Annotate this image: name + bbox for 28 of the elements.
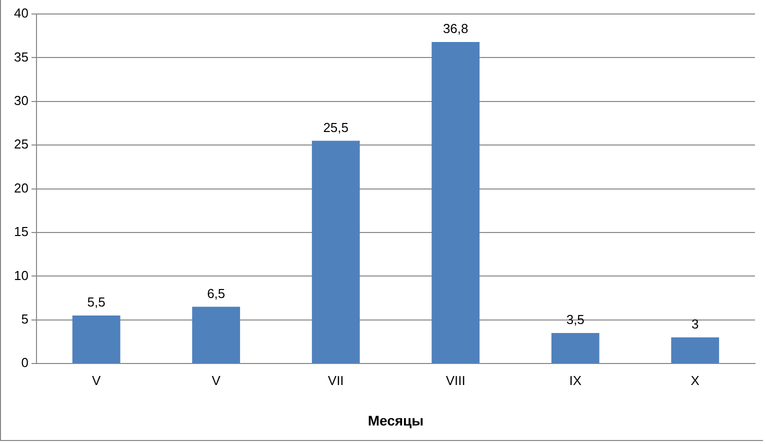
bar (72, 316, 120, 364)
x-axis-title: Месяцы (368, 412, 424, 428)
x-tick-label: X (690, 372, 700, 388)
y-tick-label: 0 (21, 355, 28, 370)
y-tick-label: 35 (14, 49, 28, 64)
x-tick-label: VII (328, 372, 344, 388)
y-tick-label: 15 (14, 224, 28, 240)
data-label: 5,5 (87, 294, 106, 310)
y-tick-label: 40 (14, 6, 28, 21)
y-tick-label: 25 (14, 136, 28, 152)
y-tick-label: 20 (14, 180, 28, 196)
x-tick-label: V (212, 372, 221, 388)
data-label: 3,5 (566, 312, 584, 328)
bar (671, 337, 720, 364)
bar (192, 306, 240, 364)
data-label: 36,8 (442, 21, 468, 36)
data-label: 3 (692, 316, 699, 332)
data-label: 6,5 (207, 286, 226, 301)
bar (432, 42, 480, 364)
y-tick-label: 5 (21, 311, 28, 326)
data-label: 25,5 (323, 120, 349, 135)
x-tick-label: V (92, 372, 101, 388)
y-tick-label: 30 (14, 92, 28, 108)
bar (551, 333, 600, 364)
y-tick-label: 10 (14, 268, 28, 283)
x-tick-label: IX (569, 372, 582, 388)
x-tick-label: VIII (446, 372, 466, 388)
bar (312, 140, 360, 364)
